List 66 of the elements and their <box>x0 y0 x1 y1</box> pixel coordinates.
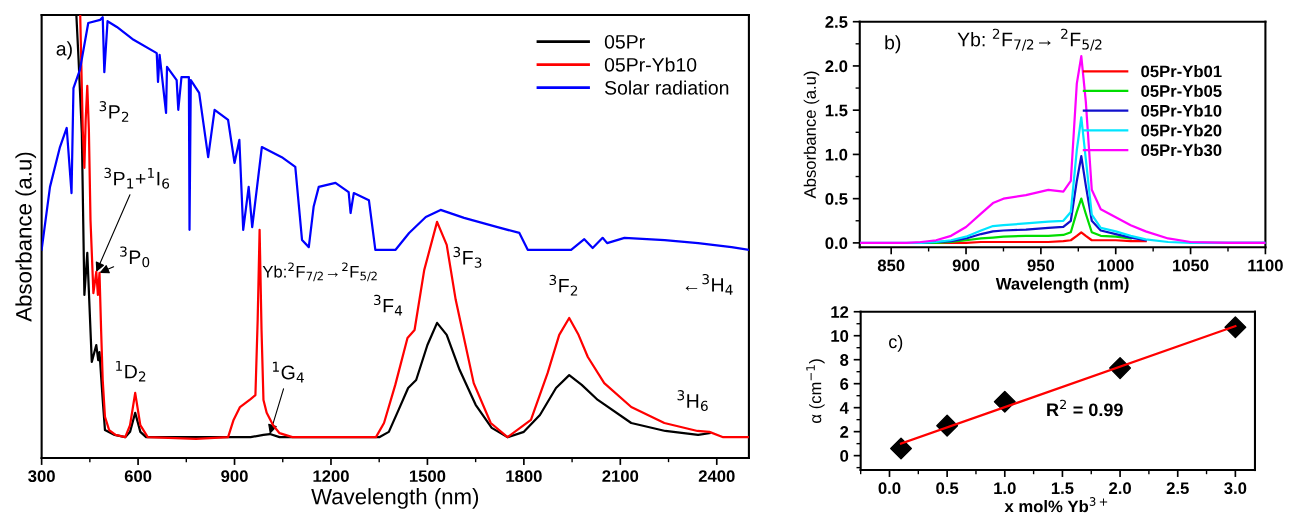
line-series <box>860 55 1266 244</box>
y-tick-label: 2.5 <box>825 16 848 28</box>
y-tick-label: 0.5 <box>825 193 848 205</box>
y-tick-label: 4 <box>839 402 849 414</box>
annotation: $^{1}$G$_{4}$ <box>272 361 304 383</box>
y-tick-label: 0.0 <box>825 237 848 250</box>
point <box>890 437 913 460</box>
x-tick-label: 0.5 <box>936 482 959 495</box>
legend-label: Solar radiation <box>604 80 729 95</box>
x-tick-label: 850 <box>877 259 905 272</box>
annotation: $^{3}$F$_{3}$ <box>453 246 482 268</box>
annotation: $^{3}$F$_{4}$ <box>373 294 403 316</box>
x-tick-label: 1.5 <box>1051 482 1074 495</box>
y-tick-label: 0 <box>840 450 849 462</box>
annotation: c) <box>889 334 903 352</box>
legend-label: 05Pr-Yb10 <box>1141 104 1222 117</box>
x-tick-label: 900 <box>221 470 248 483</box>
x-tick-label: 1100 <box>1248 259 1283 272</box>
x-tick-label: 1500 <box>409 470 446 483</box>
annotation: Yb:$^{2}$F$_{7/2}$→$^{2}$F$_{5/2}$ <box>262 262 377 282</box>
annotation: a) <box>56 41 72 60</box>
y-tick-label: 8 <box>840 354 849 366</box>
x-tick-label: 2.0 <box>1109 482 1131 495</box>
y-axis-title: Absorbance (a.u) <box>15 152 37 322</box>
y-tick-label: 6 <box>840 378 849 390</box>
y-tick-label: 1.0 <box>825 148 848 161</box>
y-tick-label: 1.5 <box>825 104 848 117</box>
annotation: $^{3}$P$_{1}$+$^{1}$I$_{6}$ <box>104 167 170 189</box>
y-tick-label: 10 <box>831 330 849 342</box>
x-tick-label: 300 <box>28 470 55 483</box>
x-tick-label: 1200 <box>313 470 349 483</box>
annotation: $^{3}$P$_{0}$ <box>120 246 150 268</box>
x-tick-label: 1000 <box>1098 259 1134 272</box>
y-axis-title: Absorbance (a.u) <box>803 71 820 199</box>
x-axis-title: x mol% Yb$^{3+}$ <box>1004 497 1108 513</box>
annotation: ←$^{3}$H$_{4}$ <box>685 273 733 295</box>
x-tick-label: 900 <box>952 259 980 272</box>
x-tick-label: 2100 <box>602 470 639 483</box>
legend-label: 05Pr-Yb10 <box>604 57 697 72</box>
x-tick-label: 3.0 <box>1224 482 1247 495</box>
x-axis-title: Wavelength (nm) <box>311 488 479 509</box>
annotation: b) <box>885 35 901 54</box>
legend-label: 05Pr-Yb01 <box>1141 65 1222 78</box>
y-tick-label: 12 <box>831 306 849 318</box>
legend-label: 05Pr <box>604 34 645 49</box>
annotation: Yb: $^{2}$F$_{7/2}$→ $^{2}$F$_{5/2}$ <box>957 28 1102 51</box>
x-tick-label: 600 <box>124 470 152 483</box>
annotation: $^{3}$P$_{2}$ <box>99 101 129 122</box>
y-axis-title: α (cm$^{−1}$) <box>806 359 825 423</box>
x-tick-label: 1050 <box>1173 259 1209 272</box>
x-tick-label: 1800 <box>506 470 542 483</box>
y-tick-label: 2 <box>840 426 849 438</box>
legend-label: 05Pr-Yb05 <box>1141 84 1222 97</box>
y-tick-label: 2.0 <box>825 60 848 73</box>
x-tick-label: 2400 <box>698 470 735 483</box>
annotation: $^{3}$H$_{6}$ <box>677 390 708 412</box>
x-tick-label: 2.5 <box>1166 482 1189 495</box>
legend-label: 05Pr-Yb30 <box>1141 143 1222 157</box>
annotation: $^{1}$D$_{2}$ <box>116 360 146 382</box>
x-tick-label: 0.0 <box>878 482 901 495</box>
x-axis-title: Wavelength (nm) <box>995 277 1129 294</box>
annotation: R$^{2}$ = 0.99 <box>1047 399 1123 417</box>
x-tick-label: 950 <box>1027 259 1055 272</box>
legend-label: 05Pr-Yb20 <box>1141 124 1222 137</box>
x-tick-label: 1.0 <box>994 482 1016 495</box>
annotation: $^{3}$F$_{2}$ <box>549 274 578 296</box>
